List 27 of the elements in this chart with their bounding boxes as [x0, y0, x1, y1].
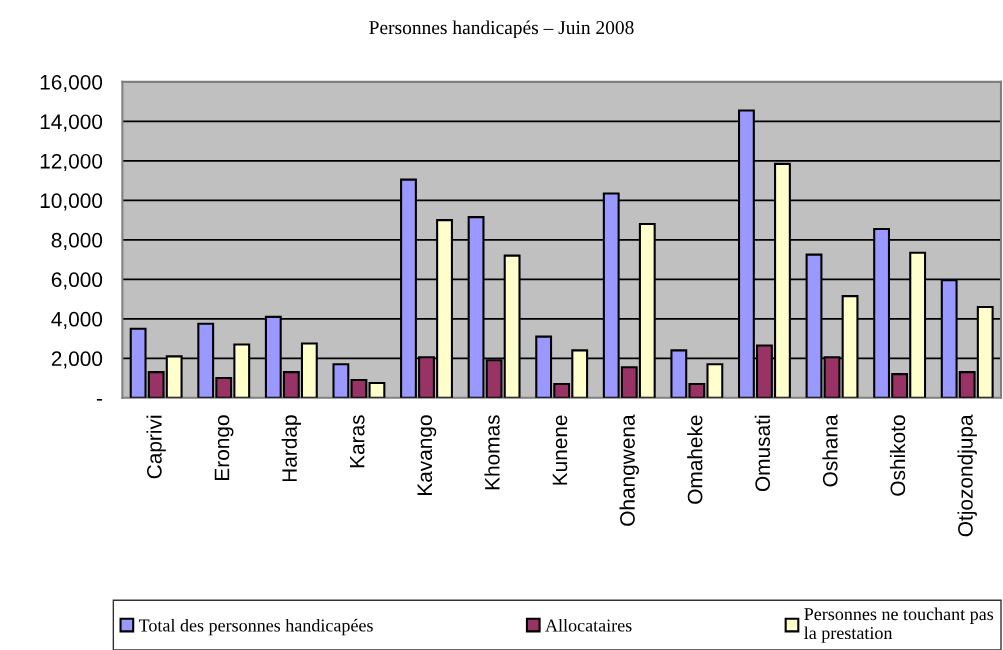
x-tick-label: Oshana [822, 414, 838, 487]
x-tick-label: Hardap [281, 415, 302, 482]
y-tick-label: 14,000 [40, 114, 103, 132]
y-tick-label: 12,000 [40, 153, 103, 172]
x-tick-label: Kavango [417, 415, 437, 495]
x-tick-label: Ohangwena [619, 414, 639, 526]
x-tick-label: Khomas [484, 415, 500, 490]
x-tick-label: Caprivi [146, 415, 166, 479]
legend-label: Total des personnes handicapées [138, 618, 373, 636]
x-tick-label: Erongo [214, 415, 234, 480]
legend-label: Allocataires [545, 618, 632, 632]
chart-title: Personnes handicapés – Juin 2008 [369, 20, 634, 39]
x-tick-label: Kunene [552, 415, 568, 485]
x-tick-label: Omaheke [687, 415, 703, 504]
x-tick-label: Karas [349, 415, 365, 468]
y-tick-label: 2,000 [51, 351, 103, 369]
bar [368, 381, 386, 398]
x-tick-label: Omusati [754, 415, 771, 492]
x-tick-label: Oshikoto [889, 415, 906, 496]
y-tick-label: 16,000 [40, 74, 103, 93]
x-tick-label: Otjozondjupa [957, 414, 977, 537]
y-tick-label: - [96, 399, 102, 401]
y-tick-label: 8,000 [51, 232, 103, 251]
y-tick-label: 10,000 [40, 193, 103, 211]
y-tick-label: 6,000 [51, 272, 103, 290]
y-tick-label: 4,000 [51, 311, 103, 330]
legend-label: Personnes ne touchant pas la prestation [804, 607, 994, 643]
